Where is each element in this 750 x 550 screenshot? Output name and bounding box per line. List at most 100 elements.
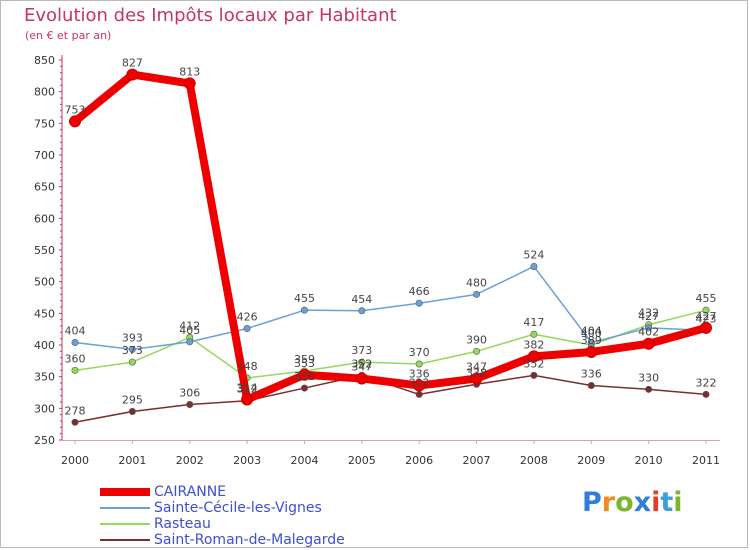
data-point-2-5 — [358, 358, 366, 366]
y-tick-label: 400 — [34, 339, 55, 352]
data-point-0-6 — [413, 379, 426, 392]
data-label-0-1: 827 — [122, 57, 143, 70]
y-tick-label: 450 — [34, 307, 55, 320]
legend-item-sainte-cecile: Sainte-Cécile-les-Vignes — [100, 500, 430, 516]
data-label-0-9: 389 — [581, 334, 602, 347]
data-label-1-10: 427 — [638, 310, 659, 323]
data-point-1-2 — [186, 338, 194, 346]
data-point-0-10 — [642, 337, 655, 350]
x-tick-label: 2009 — [577, 454, 605, 467]
data-point-2-0 — [71, 366, 79, 374]
y-tick-label: 600 — [34, 212, 55, 225]
data-point-0-11 — [700, 321, 712, 334]
x-tick-label: 2007 — [463, 454, 491, 467]
data-label-2-0: 360 — [65, 352, 86, 365]
data-point-0-0 — [69, 115, 81, 128]
data-label-3-4: 332 — [294, 370, 315, 383]
data-label-2-2: 412 — [179, 319, 200, 332]
data-label-0-4: 353 — [294, 357, 315, 370]
data-label-0-6: 336 — [409, 368, 430, 381]
data-label-2-1: 373 — [122, 344, 143, 357]
x-tick-label: 2011 — [692, 454, 720, 467]
x-tick-label: 2002 — [176, 454, 204, 467]
data-label-0-3: 314 — [237, 381, 258, 394]
line-chart: 250 300 350 400 450 500 550 600 650 700 750 800 850 2… — [34, 54, 720, 467]
data-label-1-2: 405 — [179, 324, 200, 337]
proxiti-logo: Proxiti — [582, 487, 683, 518]
x-tick-label: 2010 — [635, 454, 663, 467]
y-tick-label: 650 — [34, 181, 55, 194]
data-point-2-6 — [415, 360, 423, 368]
legend: CAIRANNE Sainte-Cécile-les-Vignes Rastea… — [100, 484, 430, 548]
data-point-1-4 — [300, 306, 308, 314]
legend-swatch-cairanne — [100, 488, 150, 496]
x-tick-label: 2006 — [405, 454, 433, 467]
data-point-1-8 — [530, 262, 538, 270]
data-label-1-0: 404 — [65, 324, 86, 337]
data-point-3-0 — [71, 418, 79, 426]
data-point-0-1 — [126, 68, 139, 81]
data-label-2-3: 348 — [237, 360, 258, 373]
data-point-3-1 — [128, 407, 136, 415]
x-tick-label: 2003 — [233, 454, 261, 467]
data-label-3-6: 322 — [409, 376, 430, 389]
data-label-1-11: 423 — [696, 312, 717, 325]
data-point-3-11 — [702, 390, 710, 398]
legend-label-saint-roman: Saint-Roman-de-Malegarde — [154, 532, 345, 548]
x-tick-label: 2005 — [348, 454, 376, 467]
y-tick-label: 550 — [34, 244, 55, 257]
data-label-3-1: 295 — [122, 394, 143, 407]
x-tick-label: 2000 — [61, 454, 89, 467]
data-point-3-9 — [587, 382, 595, 390]
data-label-3-2: 306 — [179, 387, 200, 400]
legend-item-cairanne: CAIRANNE — [100, 484, 430, 500]
data-label-3-11: 322 — [696, 376, 717, 389]
data-point-0-4 — [298, 368, 311, 381]
data-point-0-7 — [470, 372, 483, 385]
data-label-1-8: 524 — [523, 248, 544, 261]
data-point-0-8 — [527, 350, 540, 363]
data-label-3-9: 336 — [581, 368, 602, 381]
data-label-0-10: 402 — [638, 326, 659, 339]
y-tick-label: 750 — [34, 117, 55, 130]
data-point-2-11 — [702, 306, 710, 314]
chart-subtitle: (en € et par an) — [25, 29, 112, 42]
data-point-1-10 — [645, 324, 653, 332]
data-point-0-9 — [585, 345, 598, 358]
data-label-0-2: 813 — [179, 65, 200, 78]
y-tick-label: 300 — [34, 402, 55, 415]
legend-label-sainte-cecile: Sainte-Cécile-les-Vignes — [154, 500, 322, 516]
data-point-1-3 — [243, 325, 251, 333]
data-label-1-1: 393 — [122, 331, 143, 344]
data-label-1-3: 426 — [237, 311, 258, 324]
data-label-0-5: 347 — [351, 361, 372, 374]
y-tick-label: 800 — [34, 86, 55, 99]
data-point-1-7 — [473, 290, 481, 298]
data-label-3-5: 352 — [351, 357, 372, 370]
data-label-0-7: 347 — [466, 361, 487, 374]
legend-swatch-saint-roman — [100, 539, 150, 541]
data-point-3-10 — [645, 385, 653, 393]
data-point-2-8 — [530, 330, 538, 338]
data-label-3-10: 330 — [638, 371, 659, 384]
data-point-0-3 — [241, 393, 254, 406]
series-line-0 — [71, 70, 710, 404]
data-point-1-6 — [415, 299, 423, 307]
data-point-2-7 — [473, 347, 481, 355]
data-label-2-11: 455 — [696, 292, 717, 305]
y-tick-label: 700 — [34, 149, 55, 162]
legend-label-cairanne: CAIRANNE — [154, 484, 227, 500]
data-point-1-1 — [128, 345, 136, 353]
legend-item-saint-roman: Saint-Roman-de-Malegarde — [100, 532, 430, 548]
data-point-0-2 — [183, 77, 196, 90]
data-label-2-4: 359 — [294, 353, 315, 366]
data-label-3-0: 278 — [65, 404, 86, 417]
legend-label-rasteau: Rasteau — [154, 516, 211, 532]
data-label-1-7: 480 — [466, 276, 487, 289]
data-label-0-8: 382 — [523, 338, 544, 351]
data-label-3-7: 338 — [466, 366, 487, 379]
x-tick-label: 2001 — [118, 454, 146, 467]
data-label-2-9: 400 — [581, 327, 602, 340]
data-point-2-1 — [128, 358, 136, 366]
